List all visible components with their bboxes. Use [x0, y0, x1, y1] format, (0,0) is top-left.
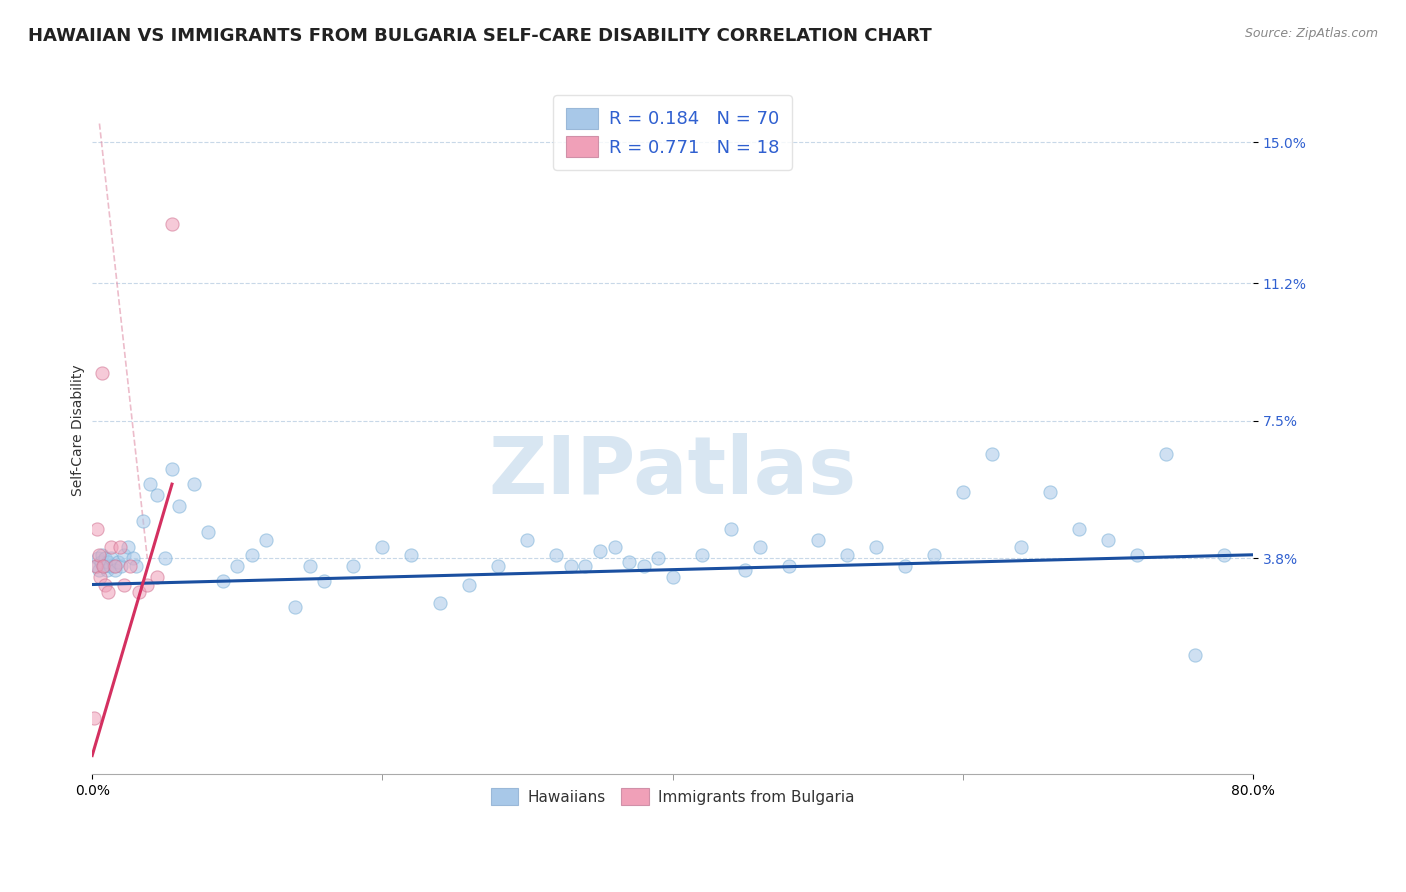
Point	[167, 500, 190, 514]
Point	[617, 555, 640, 569]
Point	[104, 563, 127, 577]
Point	[647, 551, 669, 566]
Point	[183, 477, 205, 491]
Point	[429, 596, 451, 610]
Point	[89, 563, 111, 577]
Point	[112, 548, 135, 562]
Point	[90, 555, 112, 569]
Point	[893, 558, 915, 573]
Point	[97, 555, 120, 569]
Point	[661, 570, 683, 584]
Point	[197, 525, 219, 540]
Point	[342, 558, 364, 573]
Point	[1126, 548, 1149, 562]
Point	[589, 544, 612, 558]
Point	[922, 548, 945, 562]
Point	[87, 551, 110, 566]
Point	[132, 514, 155, 528]
Point	[807, 533, 830, 547]
Point	[108, 541, 131, 555]
Point	[100, 551, 122, 566]
Point	[86, 558, 108, 573]
Point	[125, 558, 148, 573]
Point	[146, 570, 169, 584]
Point	[371, 541, 394, 555]
Point	[86, 522, 108, 536]
Point	[87, 548, 110, 562]
Point	[254, 533, 277, 547]
Point	[1184, 648, 1206, 662]
Point	[104, 558, 127, 573]
Point	[112, 577, 135, 591]
Point	[1010, 541, 1032, 555]
Legend: Hawaiians, Immigrants from Bulgaria: Hawaiians, Immigrants from Bulgaria	[482, 779, 863, 814]
Point	[1067, 522, 1090, 536]
Point	[734, 563, 756, 577]
Point	[98, 558, 121, 573]
Point	[298, 558, 321, 573]
Point	[90, 366, 112, 380]
Point	[97, 585, 120, 599]
Point	[546, 548, 568, 562]
Point	[778, 558, 800, 573]
Point	[458, 577, 481, 591]
Point	[94, 577, 117, 591]
Point	[690, 548, 713, 562]
Point	[136, 577, 159, 591]
Point	[128, 585, 150, 599]
Point	[146, 488, 169, 502]
Point	[117, 541, 139, 555]
Point	[603, 541, 626, 555]
Point	[139, 477, 162, 491]
Point	[91, 558, 114, 573]
Point	[160, 462, 183, 476]
Point	[240, 548, 263, 562]
Point	[1212, 548, 1234, 562]
Text: HAWAIIAN VS IMMIGRANTS FROM BULGARIA SELF-CARE DISABILITY CORRELATION CHART: HAWAIIAN VS IMMIGRANTS FROM BULGARIA SEL…	[28, 27, 932, 45]
Point	[118, 558, 141, 573]
Point	[110, 558, 132, 573]
Point	[952, 484, 974, 499]
Point	[211, 574, 233, 588]
Point	[103, 558, 125, 573]
Point	[720, 522, 742, 536]
Text: ZIPatlas: ZIPatlas	[488, 433, 856, 510]
Point	[83, 711, 105, 725]
Point	[93, 558, 115, 573]
Point	[91, 548, 114, 562]
Point	[160, 217, 183, 231]
Point	[89, 570, 111, 584]
Point	[314, 574, 336, 588]
Point	[748, 541, 770, 555]
Point	[107, 555, 129, 569]
Point	[516, 533, 538, 547]
Point	[96, 563, 118, 577]
Text: Source: ZipAtlas.com: Source: ZipAtlas.com	[1244, 27, 1378, 40]
Point	[401, 548, 423, 562]
Point	[560, 558, 582, 573]
Point	[1154, 447, 1177, 461]
Point	[574, 558, 596, 573]
Point	[488, 558, 510, 573]
Point	[284, 599, 307, 614]
Point	[226, 558, 249, 573]
Point	[1039, 484, 1062, 499]
Y-axis label: Self-Care Disability: Self-Care Disability	[72, 365, 86, 496]
Point	[94, 551, 117, 566]
Point	[121, 551, 143, 566]
Point	[84, 558, 107, 573]
Point	[153, 551, 176, 566]
Point	[633, 558, 655, 573]
Point	[100, 541, 122, 555]
Point	[980, 447, 1002, 461]
Point	[865, 541, 887, 555]
Point	[1097, 533, 1119, 547]
Point	[835, 548, 858, 562]
